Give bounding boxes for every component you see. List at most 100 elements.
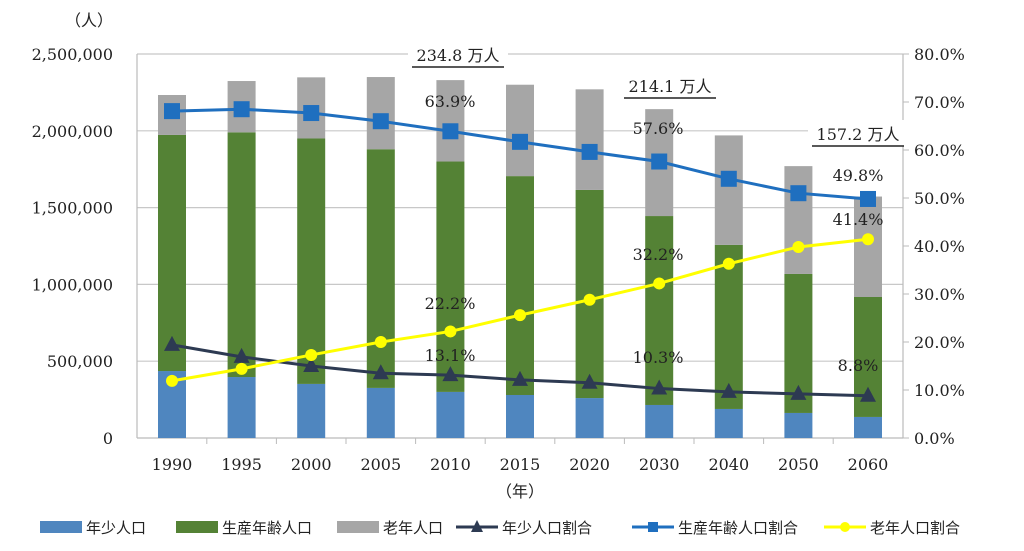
- circle-marker: [792, 240, 805, 253]
- circle-marker: [305, 348, 318, 361]
- annotation-label: 22.2%: [425, 294, 476, 313]
- left-tick-label: 2,500,000: [32, 45, 113, 64]
- square-marker: [164, 103, 180, 120]
- bar-youth: [436, 391, 465, 438]
- bar-working: [506, 176, 534, 395]
- x-tick-label: 1990: [152, 455, 193, 474]
- square-marker: [860, 190, 876, 207]
- legend-label: 生産年齢人口: [222, 519, 312, 537]
- left-axis-title: （人）: [65, 11, 113, 30]
- annotation-label: 32.2%: [633, 245, 684, 264]
- legend-swatch: [337, 521, 379, 533]
- circle-marker: [583, 293, 596, 306]
- bar-elderly: [714, 135, 743, 245]
- square-marker: [790, 185, 807, 202]
- bar-elderly: [784, 166, 813, 274]
- x-tick-label: 2015: [500, 455, 541, 474]
- circle-marker: [862, 233, 874, 246]
- left-tick-label: 1,500,000: [32, 199, 113, 218]
- triangle-marker: [860, 386, 876, 402]
- triangle-marker: [303, 357, 320, 372]
- right-tick-label: 0.0%: [914, 429, 955, 448]
- annotation-label: 157.2 万人: [817, 125, 900, 144]
- bar-working: [158, 134, 186, 372]
- bar-working: [645, 216, 674, 405]
- annotation-label: 63.9%: [425, 92, 476, 111]
- square-marker: [651, 153, 668, 170]
- circle-marker: [235, 362, 248, 375]
- bar-working: [366, 149, 395, 388]
- x-tick-label: 1995: [221, 455, 262, 474]
- bar-working: [436, 161, 465, 392]
- triangle-marker: [581, 373, 598, 389]
- triangle-marker: [442, 366, 459, 382]
- legend-label: 老年人口: [383, 519, 443, 537]
- legend-label: 生産年齢人口割合: [678, 519, 798, 537]
- legend-triangle-marker: [471, 520, 483, 532]
- triangle-marker: [790, 384, 807, 400]
- legend-swatch: [176, 521, 218, 533]
- square-marker: [442, 123, 459, 140]
- annotation-label: 234.8 万人: [417, 46, 500, 65]
- bar-working: [227, 132, 256, 378]
- bar-youth: [227, 377, 256, 438]
- square-marker: [720, 170, 737, 187]
- bar-youth: [366, 387, 395, 438]
- annotation-label: 57.6%: [633, 119, 684, 138]
- circle-marker: [514, 309, 526, 322]
- bar-youth: [645, 404, 674, 438]
- circle-marker: [166, 374, 178, 387]
- triangle-marker: [651, 379, 668, 395]
- annotation-label: 41.4%: [833, 210, 884, 229]
- right-tick-label: 60.0%: [914, 141, 965, 160]
- bar-working: [297, 138, 326, 384]
- x-tick-label: 2005: [360, 455, 401, 474]
- square-marker: [372, 113, 389, 130]
- legend-label: 老年人口割合: [870, 519, 960, 537]
- legend-label: 年少人口割合: [502, 519, 592, 537]
- legend-circle-marker: [840, 522, 850, 532]
- right-tick-label: 20.0%: [914, 333, 965, 352]
- x-tick-label: 2030: [639, 455, 680, 474]
- right-tick-label: 50.0%: [914, 189, 965, 208]
- legend-swatch: [40, 521, 82, 533]
- legend-square-marker: [648, 522, 658, 532]
- right-tick-label: 80.0%: [914, 45, 965, 64]
- x-tick-label: 2060: [848, 455, 889, 474]
- annotation-label: 8.8%: [838, 356, 879, 375]
- annotation-bg: [620, 72, 720, 98]
- circle-marker: [722, 257, 735, 270]
- bar-elderly: [506, 84, 534, 177]
- bar-elderly: [366, 77, 395, 150]
- circle-marker: [444, 325, 457, 338]
- left-tick-label: 1,000,000: [32, 275, 113, 294]
- bar-elderly: [436, 80, 465, 162]
- left-tick-label: 2,000,000: [32, 122, 113, 141]
- annotation-label: 13.1%: [425, 346, 476, 365]
- bar-elderly: [575, 89, 604, 190]
- left-tick-label: 500,000: [47, 352, 113, 371]
- triangle-marker: [164, 335, 180, 351]
- x-axis-title: （年）: [496, 482, 544, 501]
- square-marker: [233, 101, 250, 118]
- bar-youth: [297, 383, 326, 438]
- square-marker: [581, 143, 598, 160]
- annotation-label: 49.8%: [833, 166, 884, 185]
- x-tick-label: 2020: [569, 455, 610, 474]
- triangle-marker: [512, 370, 528, 386]
- bar-youth: [854, 416, 882, 438]
- annotation-bg: [408, 41, 508, 67]
- bar-working: [714, 244, 743, 409]
- bar-elderly: [854, 196, 882, 297]
- square-marker: [303, 105, 320, 122]
- annotation-label: 10.3%: [633, 348, 684, 367]
- annotation-label: 214.1 万人: [629, 77, 712, 96]
- left-tick-label: 0: [103, 429, 113, 448]
- right-tick-label: 10.0%: [914, 381, 965, 400]
- square-marker: [512, 133, 528, 150]
- bar-youth: [506, 394, 534, 438]
- x-tick-label: 2040: [708, 455, 749, 474]
- x-tick-label: 2010: [430, 455, 471, 474]
- x-tick-label: 2000: [291, 455, 332, 474]
